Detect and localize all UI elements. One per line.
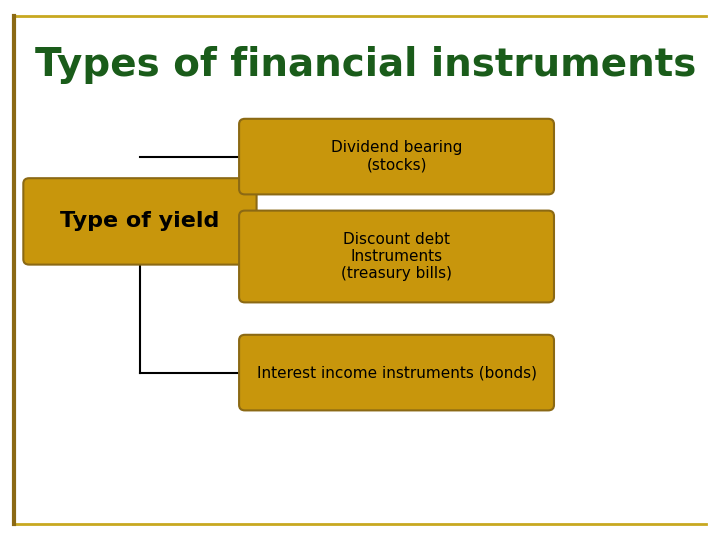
Text: Type of yield: Type of yield <box>60 211 220 232</box>
FancyBboxPatch shape <box>239 335 554 410</box>
Text: Discount debt
Instruments
(treasury bills): Discount debt Instruments (treasury bill… <box>341 232 452 281</box>
FancyBboxPatch shape <box>23 178 256 265</box>
FancyBboxPatch shape <box>239 211 554 302</box>
FancyBboxPatch shape <box>239 119 554 194</box>
Text: Dividend bearing
(stocks): Dividend bearing (stocks) <box>331 140 462 173</box>
Text: Types of financial instruments: Types of financial instruments <box>35 46 696 84</box>
Text: Interest income instruments (bonds): Interest income instruments (bonds) <box>256 365 536 380</box>
